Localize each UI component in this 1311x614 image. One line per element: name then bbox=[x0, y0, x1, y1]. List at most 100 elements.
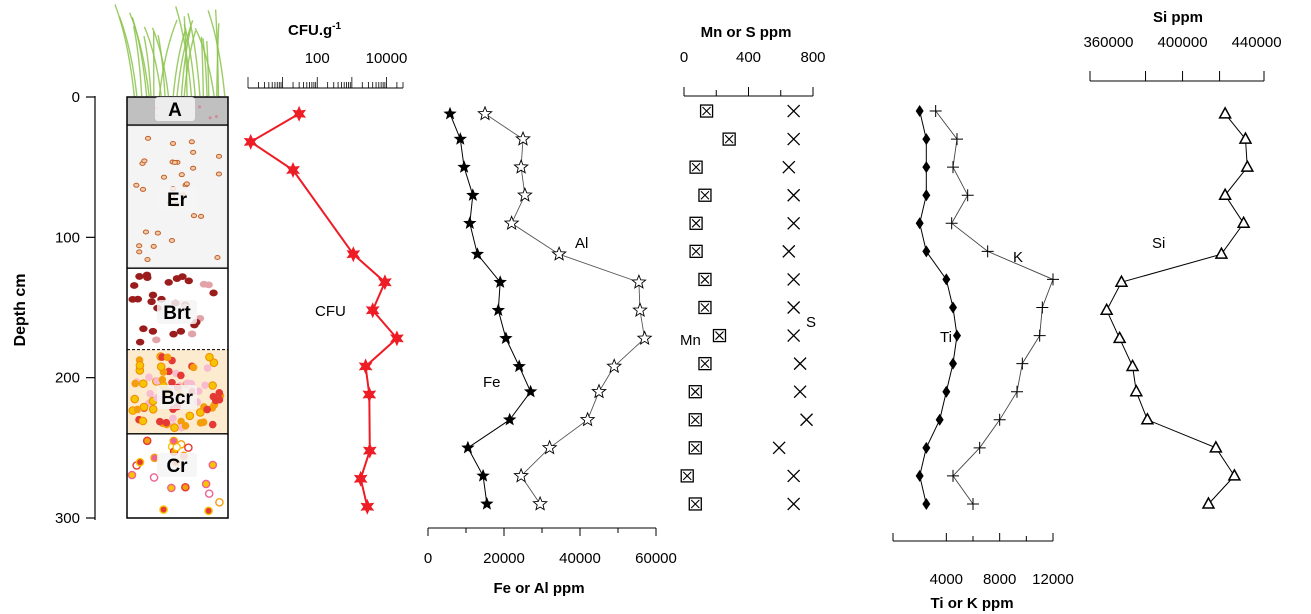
fe-point bbox=[512, 359, 526, 373]
grass-blade bbox=[118, 16, 138, 97]
brt-mottle bbox=[139, 325, 148, 333]
si-point bbox=[1112, 330, 1127, 344]
ti-point bbox=[922, 161, 931, 174]
k-point bbox=[947, 161, 959, 174]
horizon-label-bg bbox=[157, 453, 197, 477]
grass-blade bbox=[114, 4, 135, 97]
al-point bbox=[551, 245, 567, 261]
bcr-mottle bbox=[130, 394, 139, 404]
grass-blade bbox=[200, 36, 205, 97]
cr-mottle bbox=[201, 479, 211, 489]
cr-mottle bbox=[149, 473, 159, 482]
k-point bbox=[1011, 385, 1023, 398]
bcr-mottle bbox=[156, 362, 166, 371]
depth-axis-label: Depth cm bbox=[12, 274, 29, 347]
fe-al-tick-label: 0 bbox=[424, 550, 432, 567]
cfu-point bbox=[286, 162, 300, 178]
cfu-point bbox=[346, 246, 361, 263]
brt-mottle bbox=[147, 298, 156, 306]
ti-point bbox=[935, 413, 944, 426]
fe-point bbox=[453, 132, 467, 145]
bcr-mottle bbox=[215, 388, 224, 397]
bcr-mottle bbox=[185, 411, 195, 421]
mn-point-cross bbox=[691, 218, 701, 228]
fe-point bbox=[480, 497, 494, 510]
er-concretion bbox=[136, 249, 143, 255]
mn-point-cross bbox=[700, 275, 710, 284]
s-point bbox=[787, 469, 801, 483]
al-point bbox=[517, 186, 533, 202]
soil-profile-column: A Er Brt Bcr Cr bbox=[114, 4, 229, 519]
k-point bbox=[947, 469, 959, 482]
mn-point-cross bbox=[700, 190, 710, 200]
grass-blade bbox=[129, 12, 150, 97]
k-point bbox=[929, 105, 942, 118]
cfu-point bbox=[378, 274, 392, 291]
al-point bbox=[503, 215, 520, 231]
s-point bbox=[793, 385, 807, 399]
al-point bbox=[606, 358, 623, 374]
si-tick-label: 440000 bbox=[1232, 34, 1282, 51]
cfu-point bbox=[358, 358, 373, 375]
cfu-panel: CFU.g-1 100 10000 CFU bbox=[243, 21, 407, 515]
si-point bbox=[1218, 106, 1232, 119]
bcr-mottle bbox=[158, 375, 167, 384]
brt-mottle bbox=[148, 291, 158, 299]
k-point bbox=[973, 441, 986, 454]
s-series-label: S bbox=[806, 314, 816, 331]
k-point bbox=[981, 245, 994, 258]
bcr-mottle bbox=[189, 363, 198, 372]
mn-s-tick-label: 400 bbox=[736, 49, 761, 66]
ti-point bbox=[922, 497, 931, 510]
bcr-mottle bbox=[209, 358, 219, 367]
cfu-tick-label: 100 bbox=[305, 50, 330, 67]
grass-blade bbox=[157, 34, 166, 97]
s-point bbox=[793, 357, 807, 371]
horizon-label-er: Er bbox=[167, 190, 188, 211]
al-series-line bbox=[484, 113, 646, 505]
ti-point bbox=[915, 105, 924, 118]
cfu-point bbox=[362, 386, 377, 403]
fe-point bbox=[523, 384, 538, 398]
horizon-label-bcr: Bcr bbox=[161, 388, 193, 409]
grass-blade bbox=[151, 27, 170, 97]
si-point bbox=[1099, 302, 1114, 316]
mn-point-cross bbox=[700, 303, 710, 312]
er-concretion bbox=[183, 181, 190, 187]
ti-k-tick-label: 4000 bbox=[930, 571, 963, 588]
mn-point-cross bbox=[690, 499, 700, 509]
al-point bbox=[513, 158, 529, 174]
cfu-series-line bbox=[248, 112, 399, 508]
al-point bbox=[636, 330, 653, 345]
s-point bbox=[787, 272, 801, 286]
mn-s-tick-label: 0 bbox=[680, 49, 688, 66]
brt-mottle bbox=[135, 338, 145, 346]
ti-point bbox=[942, 273, 951, 286]
brt-mottle bbox=[133, 295, 143, 303]
grass-blade bbox=[194, 27, 215, 97]
si-point bbox=[1129, 384, 1144, 397]
si-point bbox=[1209, 440, 1223, 453]
brt-mottle bbox=[135, 273, 144, 280]
depth-tick-label: 200 bbox=[55, 370, 80, 387]
bcr-mottle bbox=[196, 419, 205, 427]
si-axis-title: Si ppm bbox=[1153, 9, 1203, 26]
s-point bbox=[787, 329, 801, 343]
mn-point-cross bbox=[700, 359, 710, 369]
er-concretion bbox=[215, 171, 223, 177]
depth-tick-label: 100 bbox=[55, 229, 80, 246]
bcr-mottle bbox=[177, 371, 185, 380]
cr-mottle bbox=[135, 457, 145, 467]
s-point bbox=[782, 244, 796, 258]
horizon-label-bg bbox=[157, 385, 197, 409]
si-panel: Si ppm 360000 400000 440000 Si bbox=[1083, 9, 1282, 509]
horizon-label-bg bbox=[157, 300, 197, 324]
brt-mottle bbox=[199, 280, 209, 288]
ti-k-tick-label: 8000 bbox=[983, 571, 1016, 588]
bcr-mottle bbox=[169, 414, 177, 423]
fe-point bbox=[443, 106, 457, 120]
ti-point bbox=[953, 329, 961, 342]
cr-mottle bbox=[184, 443, 193, 452]
brt-mottle bbox=[164, 279, 173, 286]
er-concretion bbox=[133, 182, 140, 188]
